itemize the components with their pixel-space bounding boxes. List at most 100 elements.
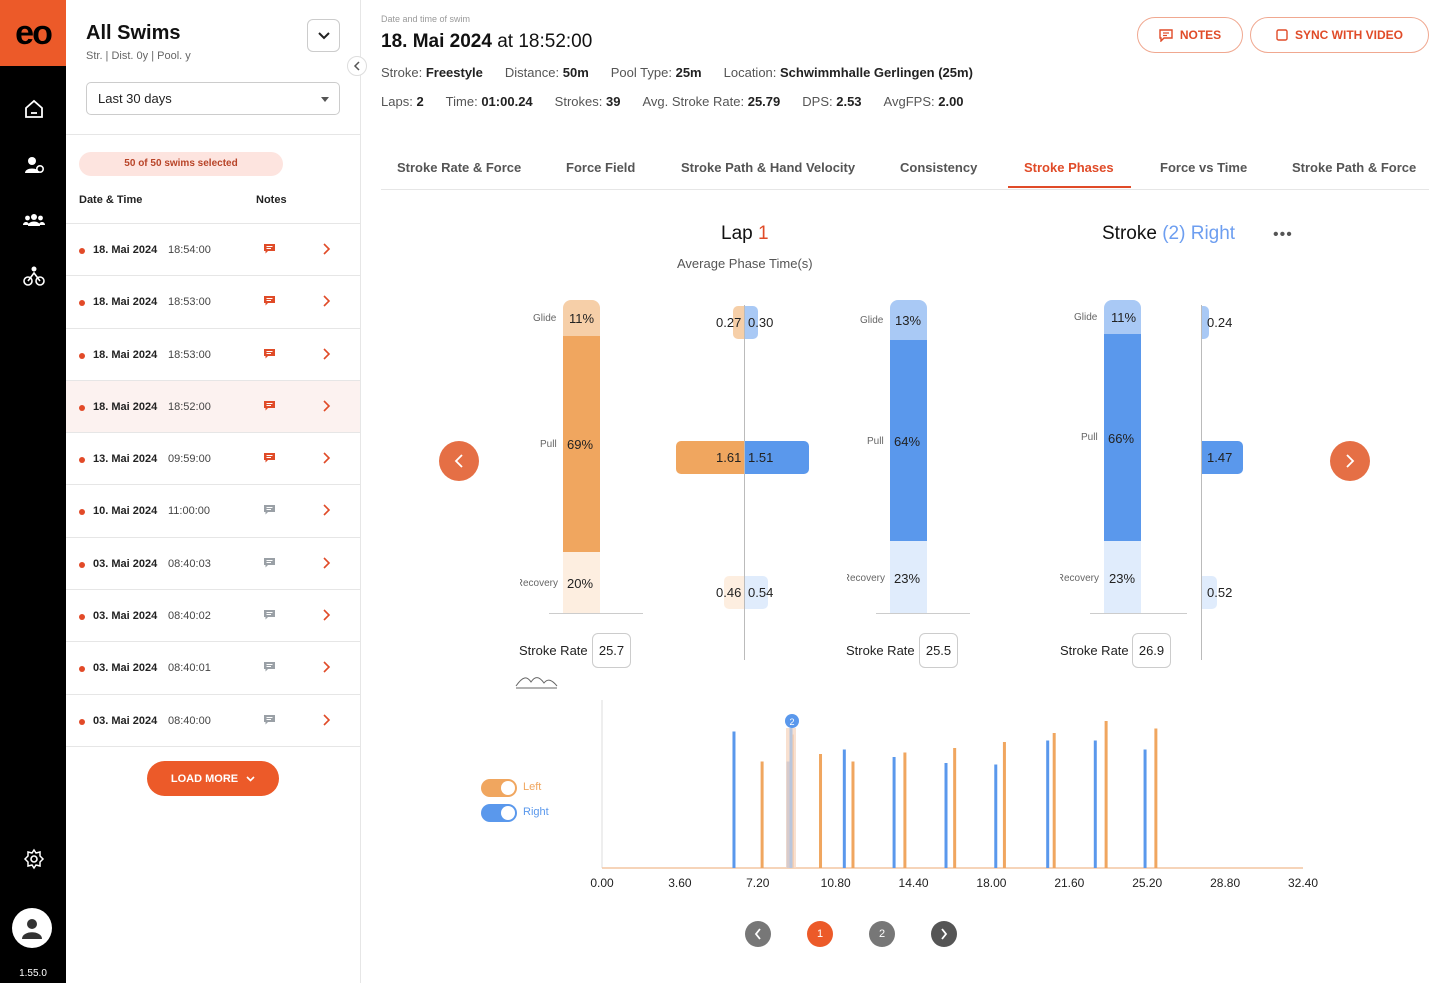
- chevron-right-icon[interactable]: [322, 608, 332, 622]
- chevron-right-icon[interactable]: [322, 713, 332, 727]
- tab-force-field[interactable]: Force Field: [566, 160, 636, 175]
- tab-stroke-path-force[interactable]: Stroke Path & Force: [1292, 160, 1417, 175]
- chevron-right-icon[interactable]: [322, 556, 332, 570]
- tab-force-vs-time[interactable]: Force vs Time: [1160, 160, 1248, 175]
- chevron-right-icon[interactable]: [322, 660, 332, 674]
- glide-right-bar: [745, 306, 758, 339]
- page-1-button[interactable]: 1: [807, 921, 833, 947]
- swim-status-dot: [79, 718, 85, 725]
- tab-stroke-phases[interactable]: Stroke Phases: [1024, 160, 1114, 175]
- x-tick-label: 32.40: [1287, 876, 1319, 890]
- chevron-left-icon: [454, 454, 463, 468]
- next-stroke-button[interactable]: [1330, 441, 1370, 481]
- swim-row[interactable]: 03. Mai 2024 08:40:00: [66, 693, 360, 746]
- avatar[interactable]: [12, 908, 52, 948]
- sync-button-label: SYNC WITH VIDEO: [1294, 28, 1403, 42]
- chevron-right-icon[interactable]: [322, 451, 332, 465]
- stroke2-pull-pct: 66%: [1108, 431, 1135, 446]
- stroke-glide-pct: 13%: [895, 313, 922, 328]
- add-note-icon[interactable]: [264, 662, 275, 672]
- swim-row[interactable]: 18. Mai 2024 18:53:00: [66, 275, 360, 327]
- swim-status-dot: [79, 457, 85, 464]
- pull-right-time: 1.51: [748, 450, 774, 465]
- page-next-button[interactable]: [931, 921, 957, 947]
- note-icon[interactable]: [264, 453, 275, 463]
- selection-badge[interactable]: 50 of 50 swims selected: [79, 152, 283, 176]
- add-note-icon[interactable]: [264, 714, 275, 725]
- notes-button[interactable]: NOTES: [1137, 17, 1243, 53]
- sync-with-video-button[interactable]: SYNC WITH VIDEO: [1250, 17, 1429, 53]
- note-icon[interactable]: [264, 400, 275, 411]
- team-icon[interactable]: [23, 209, 45, 231]
- chevron-right-icon[interactable]: [322, 294, 332, 308]
- stroke2-glide-time: 0.24: [1207, 315, 1233, 330]
- recovery-label: Recovery: [1060, 573, 1099, 584]
- lap-label: Lap: [721, 223, 753, 244]
- chevron-right-icon[interactable]: [322, 242, 332, 256]
- stroke2-glide-bar: [1202, 306, 1209, 339]
- swim-row[interactable]: 13. Mai 2024 09:59:00: [66, 432, 360, 484]
- glide-left-bar: [733, 306, 744, 339]
- note-icon[interactable]: [264, 296, 275, 306]
- pull-label: Pull: [1081, 432, 1098, 443]
- chevron-right-icon[interactable]: [322, 399, 332, 413]
- swim-status-dot: [79, 352, 85, 359]
- settings-icon[interactable]: [23, 848, 45, 870]
- brand-logo[interactable]: eo: [0, 0, 66, 66]
- stat-label: Distance:: [504, 65, 560, 80]
- left-toggle-label: Left: [523, 781, 542, 793]
- page-prev-button[interactable]: [745, 921, 771, 947]
- lap-glide-pct: 11%: [569, 311, 595, 326]
- left-toggle[interactable]: [481, 779, 517, 797]
- chevron-right-icon[interactable]: [322, 503, 332, 517]
- add-note-icon[interactable]: [264, 505, 275, 515]
- user-icon: [22, 919, 42, 939]
- home-icon[interactable]: [23, 98, 45, 120]
- more-options-icon[interactable]: •••: [1273, 226, 1293, 243]
- x-tick-label: 28.80: [1210, 876, 1241, 890]
- add-note-icon[interactable]: [264, 610, 275, 620]
- stroke2-pull-bar: [1202, 441, 1243, 474]
- note-icon[interactable]: [264, 348, 275, 359]
- stat-value: 2: [416, 94, 424, 109]
- right-toggle-label: Right: [523, 806, 549, 818]
- swim-at: at: [497, 31, 514, 52]
- swim-row-time: 08:40:01: [168, 662, 211, 675]
- selected-stroke-marker-label: 2: [789, 717, 794, 727]
- page-2-button[interactable]: 2: [869, 921, 895, 947]
- tab-consistency[interactable]: Consistency: [900, 160, 978, 175]
- load-more-button[interactable]: LOAD MORE: [147, 761, 279, 796]
- collapse-panel-button[interactable]: [347, 56, 367, 76]
- right-toggle[interactable]: [481, 804, 517, 822]
- triathlon-icon[interactable]: [23, 265, 45, 287]
- tab-stroke-path-hand-velocity[interactable]: Stroke Path & Hand Velocity: [681, 160, 856, 175]
- note-icon[interactable]: [264, 244, 275, 254]
- swim-row[interactable]: 18. Mai 2024 18:52:00: [66, 379, 360, 433]
- lap-stroke-rate-value: 25.7: [592, 633, 631, 668]
- swim-row-date: 03. Mai 2024: [93, 610, 158, 623]
- chevron-right-icon[interactable]: [322, 347, 332, 361]
- caret-down-icon: [321, 97, 329, 102]
- add-note-icon[interactable]: [264, 557, 275, 568]
- stroke2-recovery-segment: [1104, 541, 1141, 613]
- stat-label: Time:: [445, 94, 478, 109]
- swim-row[interactable]: 18. Mai 2024 18:53:00: [66, 327, 360, 380]
- swim-row-time: 11:00:00: [168, 505, 211, 518]
- swim-time: 18:52:00: [518, 31, 593, 52]
- recovery-label: Recovery: [847, 573, 885, 584]
- previous-stroke-button[interactable]: [439, 441, 479, 481]
- period-select[interactable]: Last 30 days: [86, 82, 340, 115]
- notes-icon: [1159, 28, 1173, 42]
- swim-row[interactable]: 18. Mai 2024 18:54:00: [66, 223, 360, 275]
- swim-row[interactable]: 03. Mai 2024 08:40:02: [66, 589, 360, 641]
- glide-left-time: 0.27: [716, 315, 742, 330]
- swim-row-time: 08:40:00: [168, 714, 211, 727]
- swim-row[interactable]: 03. Mai 2024 08:40:01: [66, 641, 360, 693]
- swim-row[interactable]: 10. Mai 2024 11:00:00: [66, 484, 360, 536]
- checkbox-icon: [1276, 29, 1288, 41]
- tab-stroke-rate-force[interactable]: Stroke Rate & Force: [397, 160, 522, 175]
- athlete-settings-icon[interactable]: [23, 154, 45, 176]
- panel-dropdown-button[interactable]: [307, 19, 340, 52]
- lap-recovery-pct: 20%: [567, 576, 594, 591]
- swim-row[interactable]: 03. Mai 2024 08:40:03: [66, 536, 360, 589]
